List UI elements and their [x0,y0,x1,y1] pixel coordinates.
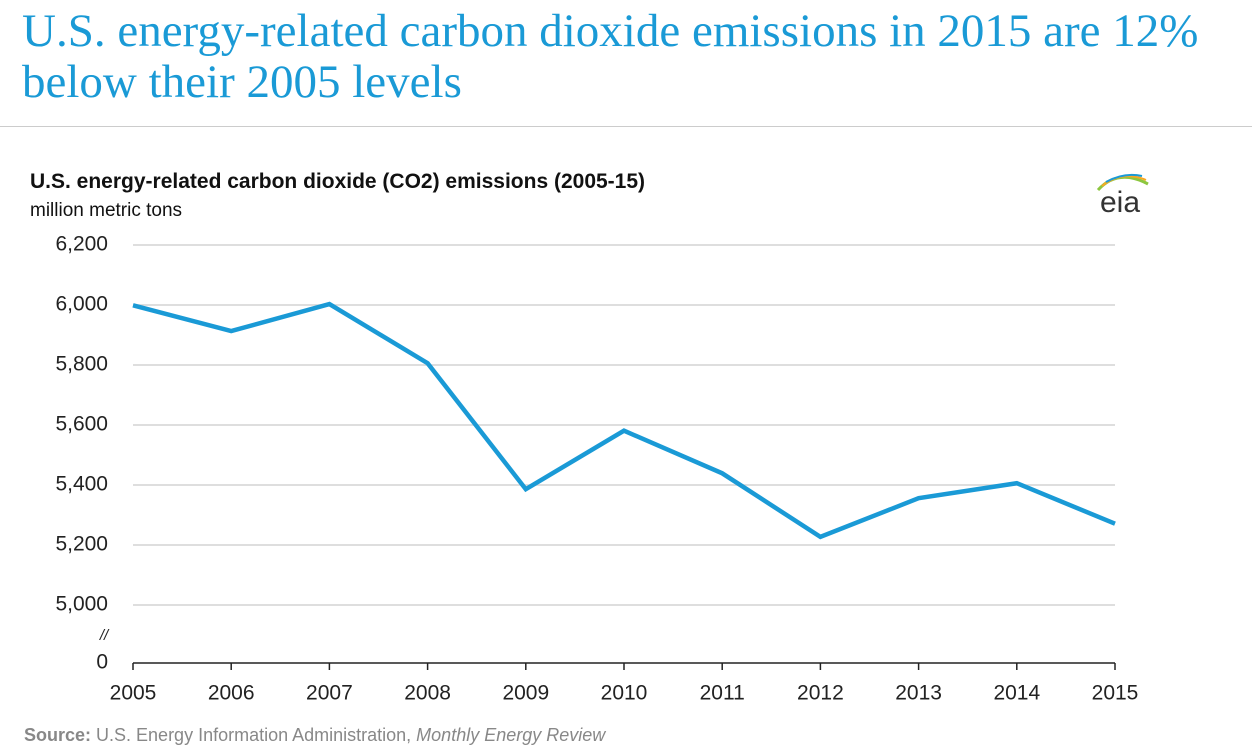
source-text: U.S. Energy Information Administration, [96,725,411,745]
x-tick-label: 2011 [700,682,745,705]
source-publication: Monthly Energy Review [416,725,606,745]
y-tick-label: 5,200 [55,533,108,556]
axis-break: // [99,627,110,644]
y-tick-label: 5,400 [55,473,108,496]
x-tick-label: 2013 [895,682,942,705]
x-tick-label: 2015 [1092,682,1139,705]
y-tick-label: 6,200 [55,233,108,256]
source: Source: U.S. Energy Information Administr… [24,725,606,745]
headline: U.S. energy-related carbon dioxide emiss… [22,5,1199,108]
x-tick-label: 2012 [797,682,844,705]
x-tick-label: 2006 [208,682,255,705]
x-tick-label: 2008 [404,682,451,705]
chart-title: U.S. energy-related carbon dioxide (CO2)… [30,170,645,193]
x-tick-label: 2009 [502,682,549,705]
divider [0,126,1252,127]
y-tick-label: 5,600 [55,413,108,436]
x-tick-label: 2007 [306,682,353,705]
logo-text: eia [1100,186,1140,219]
x-tick-label: 2005 [110,682,157,705]
y-tick-label: 5,000 [55,593,108,616]
y-tick-label: 5,800 [55,353,108,376]
source-label: Source: [24,725,91,745]
chart-subtitle: million metric tons [30,200,182,221]
y-tick-label: 6,000 [55,293,108,316]
logo-arc [1105,173,1143,183]
data-line [132,301,1116,540]
x-tick-label: 2010 [601,682,648,705]
logo: eia [1096,173,1149,219]
y-tick-label: 0 [96,651,108,674]
x-tick-label: 2014 [993,682,1040,705]
